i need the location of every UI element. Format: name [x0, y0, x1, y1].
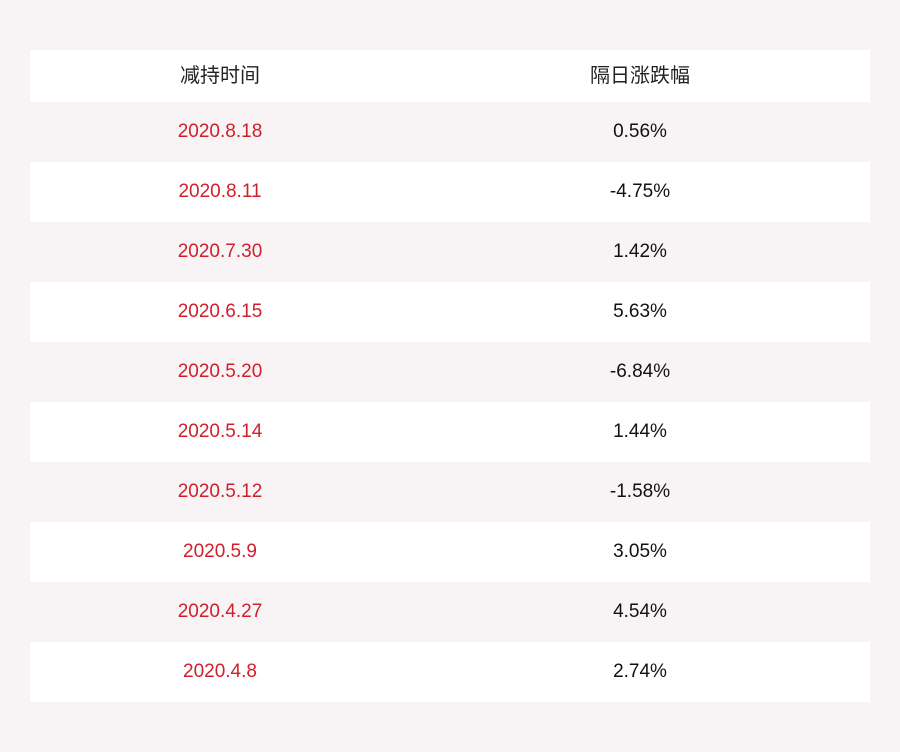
reduction-date: 2020.8.11 [178, 181, 262, 202]
next-day-change: -4.75% [609, 181, 671, 202]
next-day-change: 0.56% [613, 121, 667, 142]
reduction-date: 2020.6.15 [177, 301, 263, 322]
next-day-change: 2.74% [613, 661, 667, 682]
table-header-row: 减持时间 隔日涨跌幅 [30, 50, 870, 102]
table-row: 2020.5.14 1.44% [30, 402, 870, 462]
next-day-change: -6.84% [609, 361, 671, 382]
reduction-date: 2020.5.12 [177, 481, 263, 502]
next-day-change: 1.44% [613, 421, 667, 442]
table-row: 2020.8.11 -4.75% [30, 162, 870, 222]
reduction-date: 2020.5.14 [177, 421, 263, 442]
next-day-change: -1.58% [609, 481, 671, 502]
reduction-date: 2020.5.9 [183, 541, 257, 562]
header-reduction-time: 减持时间 [180, 65, 260, 87]
table-row: 2020.4.27 4.54% [30, 582, 870, 642]
table-row: 2020.4.8 2.74% [30, 642, 870, 702]
table-row: 2020.5.20 -6.84% [30, 342, 870, 402]
next-day-change: 1.42% [613, 241, 667, 262]
next-day-change: 4.54% [613, 601, 667, 622]
reduction-date: 2020.7.30 [177, 241, 263, 262]
reduction-date: 2020.8.18 [177, 121, 263, 142]
reduction-date: 2020.5.20 [177, 361, 263, 382]
reduction-table: 减持时间 隔日涨跌幅 2020.8.18 0.56% 2020.8.11 -4.… [30, 50, 870, 702]
next-day-change: 5.63% [613, 301, 667, 322]
reduction-date: 2020.4.8 [183, 661, 257, 682]
next-day-change: 3.05% [613, 541, 667, 562]
table-row: 2020.6.15 5.63% [30, 282, 870, 342]
header-next-day-change: 隔日涨跌幅 [590, 65, 690, 87]
table-row: 2020.7.30 1.42% [30, 222, 870, 282]
table-row: 2020.5.9 3.05% [30, 522, 870, 582]
table-row: 2020.5.12 -1.58% [30, 462, 870, 522]
table-row: 2020.8.18 0.56% [30, 102, 870, 162]
reduction-date: 2020.4.27 [177, 601, 263, 622]
